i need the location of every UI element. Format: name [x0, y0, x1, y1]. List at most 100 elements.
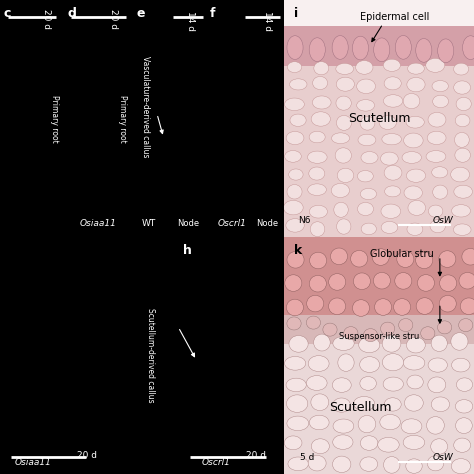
Ellipse shape — [337, 115, 352, 130]
Ellipse shape — [383, 456, 400, 473]
Ellipse shape — [381, 152, 398, 165]
Ellipse shape — [287, 416, 309, 431]
Ellipse shape — [284, 356, 306, 370]
Ellipse shape — [432, 167, 448, 178]
Ellipse shape — [404, 186, 422, 200]
Ellipse shape — [361, 223, 376, 235]
Ellipse shape — [395, 273, 412, 289]
Ellipse shape — [332, 36, 348, 59]
Ellipse shape — [338, 354, 354, 371]
Ellipse shape — [384, 165, 402, 180]
Ellipse shape — [427, 456, 444, 471]
Ellipse shape — [310, 275, 327, 292]
Text: WT: WT — [142, 219, 156, 228]
Text: Oscrl1: Oscrl1 — [218, 219, 247, 228]
Ellipse shape — [354, 273, 371, 290]
Ellipse shape — [290, 114, 306, 127]
Ellipse shape — [431, 397, 449, 412]
Text: c: c — [3, 7, 10, 20]
Ellipse shape — [428, 205, 443, 217]
Ellipse shape — [309, 167, 325, 180]
Ellipse shape — [399, 319, 413, 332]
Text: f: f — [210, 7, 216, 20]
Ellipse shape — [333, 336, 354, 350]
Ellipse shape — [356, 100, 374, 111]
Ellipse shape — [456, 378, 473, 392]
Ellipse shape — [452, 205, 471, 217]
Text: 20 d: 20 d — [42, 9, 51, 29]
Ellipse shape — [333, 419, 354, 433]
Ellipse shape — [284, 436, 302, 450]
Ellipse shape — [379, 116, 396, 129]
Ellipse shape — [407, 375, 423, 389]
Text: 20 d: 20 d — [109, 9, 118, 29]
Ellipse shape — [428, 358, 447, 372]
Ellipse shape — [308, 456, 326, 471]
Ellipse shape — [283, 201, 303, 215]
Ellipse shape — [337, 168, 354, 182]
Ellipse shape — [287, 184, 302, 199]
Ellipse shape — [360, 188, 376, 200]
Ellipse shape — [406, 116, 424, 128]
Ellipse shape — [374, 299, 392, 315]
Text: 5 d: 5 d — [300, 453, 314, 462]
Ellipse shape — [310, 252, 327, 269]
Text: Osiaa11: Osiaa11 — [80, 219, 117, 228]
Ellipse shape — [433, 95, 448, 108]
Text: Globular stru: Globular stru — [370, 249, 434, 259]
Ellipse shape — [333, 398, 350, 412]
Ellipse shape — [462, 248, 474, 265]
Ellipse shape — [402, 152, 421, 164]
Ellipse shape — [416, 298, 433, 314]
Ellipse shape — [286, 299, 303, 316]
Ellipse shape — [393, 299, 410, 315]
Ellipse shape — [332, 456, 351, 473]
Ellipse shape — [308, 151, 327, 163]
Text: d: d — [67, 7, 76, 20]
Text: Node: Node — [256, 219, 278, 228]
Ellipse shape — [360, 356, 380, 373]
Ellipse shape — [308, 356, 329, 372]
Ellipse shape — [439, 251, 456, 267]
Ellipse shape — [439, 275, 456, 292]
Ellipse shape — [459, 273, 474, 289]
Ellipse shape — [383, 354, 403, 371]
Ellipse shape — [360, 376, 376, 390]
Text: Osiaa11: Osiaa11 — [15, 458, 52, 467]
Ellipse shape — [383, 59, 401, 72]
Text: 20 d: 20 d — [246, 451, 266, 459]
Ellipse shape — [311, 439, 329, 454]
Ellipse shape — [335, 148, 351, 163]
Ellipse shape — [384, 398, 401, 411]
Ellipse shape — [382, 335, 401, 352]
Ellipse shape — [286, 219, 304, 232]
Ellipse shape — [383, 377, 403, 391]
Ellipse shape — [331, 133, 350, 144]
Ellipse shape — [452, 358, 470, 372]
Ellipse shape — [438, 39, 454, 63]
Ellipse shape — [456, 97, 471, 110]
Ellipse shape — [333, 435, 353, 449]
Ellipse shape — [380, 414, 401, 430]
Ellipse shape — [395, 36, 411, 59]
Ellipse shape — [382, 134, 401, 145]
Text: Scutellum-derived callus: Scutellum-derived callus — [146, 308, 155, 403]
Ellipse shape — [360, 116, 375, 130]
Ellipse shape — [356, 61, 373, 74]
Ellipse shape — [456, 418, 472, 434]
Ellipse shape — [328, 298, 346, 315]
Ellipse shape — [438, 321, 452, 334]
Ellipse shape — [426, 58, 445, 73]
Ellipse shape — [309, 131, 325, 143]
Ellipse shape — [354, 396, 374, 410]
Ellipse shape — [401, 419, 422, 434]
Ellipse shape — [433, 185, 447, 199]
Ellipse shape — [439, 295, 456, 312]
Ellipse shape — [427, 131, 446, 145]
Text: N6: N6 — [298, 216, 310, 225]
Ellipse shape — [314, 334, 330, 351]
Ellipse shape — [310, 415, 329, 430]
Ellipse shape — [307, 295, 324, 312]
Ellipse shape — [454, 63, 469, 75]
Bar — [284, 237, 474, 315]
